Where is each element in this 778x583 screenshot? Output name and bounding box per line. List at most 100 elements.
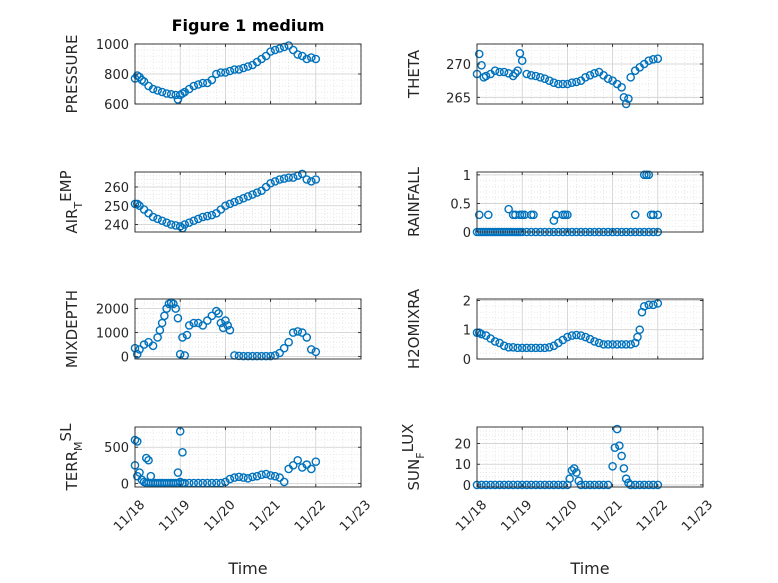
y-tick-label: 265 [446,91,471,106]
data-point [173,95,183,104]
major-grid [135,172,361,232]
x-axis-label: Time [227,559,267,578]
data-point [146,471,156,481]
data-point [257,351,266,361]
data-point [653,54,663,63]
data-point [581,332,590,342]
data-point [221,201,230,211]
data-point [270,45,280,55]
data-point [621,340,631,349]
data-point [153,86,162,95]
y-axis-label: RAINFALL [405,166,423,237]
data-point [221,316,230,325]
data-point [603,480,613,490]
y-tick-label: 800 [104,68,129,83]
data-point [644,56,654,65]
y-tick-label: 0 [463,479,471,494]
data-point [594,338,604,348]
data-point [293,455,303,465]
data-point [132,471,142,481]
data-point [540,343,550,353]
minor-grid [477,172,703,233]
tick-marks [134,427,362,487]
data-point [474,49,484,59]
data-point [481,71,491,81]
data-point [511,69,520,78]
data-point [513,66,522,75]
data-point [626,73,635,82]
x-tick-label: 11/20 [543,498,580,535]
data-point [306,464,316,474]
y-tick-label: 600 [104,98,129,113]
data-point [184,321,194,330]
chart-panel-2: 265 270 THETA [405,43,704,109]
x-tick-label: 11/20 [201,498,238,535]
data-point [576,480,586,490]
data-point [243,351,253,361]
data-point [284,173,293,182]
data-point [221,68,230,77]
data-point [508,71,518,81]
data-point [535,480,545,490]
data-point [612,340,622,349]
y-tick-label: 2 [463,294,471,309]
data-point [193,80,203,89]
data-point [225,66,235,76]
data-point [540,480,550,490]
data-point [504,480,513,490]
y-axis-label: PRESSURE [63,35,81,114]
data-point [644,170,654,180]
y-axis-label-superscript: SL [57,423,75,442]
data-point [225,325,235,335]
data-point [239,63,248,73]
x-tick-label: 11/22 [634,498,671,535]
data-point [212,306,221,316]
chart-panel-7: 0 500 TERRMSL 11/18 11/19 11/20 11/21 11/22 11/2… [57,423,374,578]
data-point [474,210,484,220]
series-markers [130,298,321,361]
axes-box [476,426,704,488]
data-point [189,81,199,91]
y-axis-label-main: THETA [405,49,423,99]
data-point [581,73,590,82]
data-point [626,480,635,490]
data-point [563,210,572,220]
data-point [243,192,253,201]
data-point [495,480,504,490]
data-point [535,343,545,353]
data-point [302,333,312,342]
data-point [599,480,608,490]
data-point [223,321,232,330]
y-tick-label: 0 [463,353,471,368]
y-tick-label: 1 [463,324,471,339]
data-point [275,473,284,482]
data-point [612,424,622,434]
x-tick-label: 11/19 [156,498,193,535]
y-tick-label: 1000 [96,327,129,342]
axes-box [476,171,704,233]
data-point [203,211,212,221]
data-point [486,480,495,490]
chart-panel-8: 0 10 20 SUNFLUX 11/18 11/19 11/20 11/21 11/22 11/… [399,424,716,578]
data-point [234,195,244,205]
data-point [311,347,321,357]
data-point [184,218,194,227]
series-markers [130,427,321,488]
plot-area [135,427,361,487]
data-point [517,56,527,65]
y-axis-label-subscript: M [72,441,85,451]
data-point [522,69,532,79]
plot-area [477,44,703,104]
data-point [293,50,303,59]
y-tick-label: 250 [104,200,129,215]
data-point [535,73,545,82]
data-point [275,348,284,358]
data-point [517,343,527,353]
data-point [531,480,541,490]
data-point [567,331,577,340]
x-tick-label: 11/19 [498,498,535,535]
data-point [248,351,257,361]
y-tick-label: 270 [446,58,471,73]
x-tick-label: 11/18 [453,498,490,535]
data-point [540,74,550,83]
